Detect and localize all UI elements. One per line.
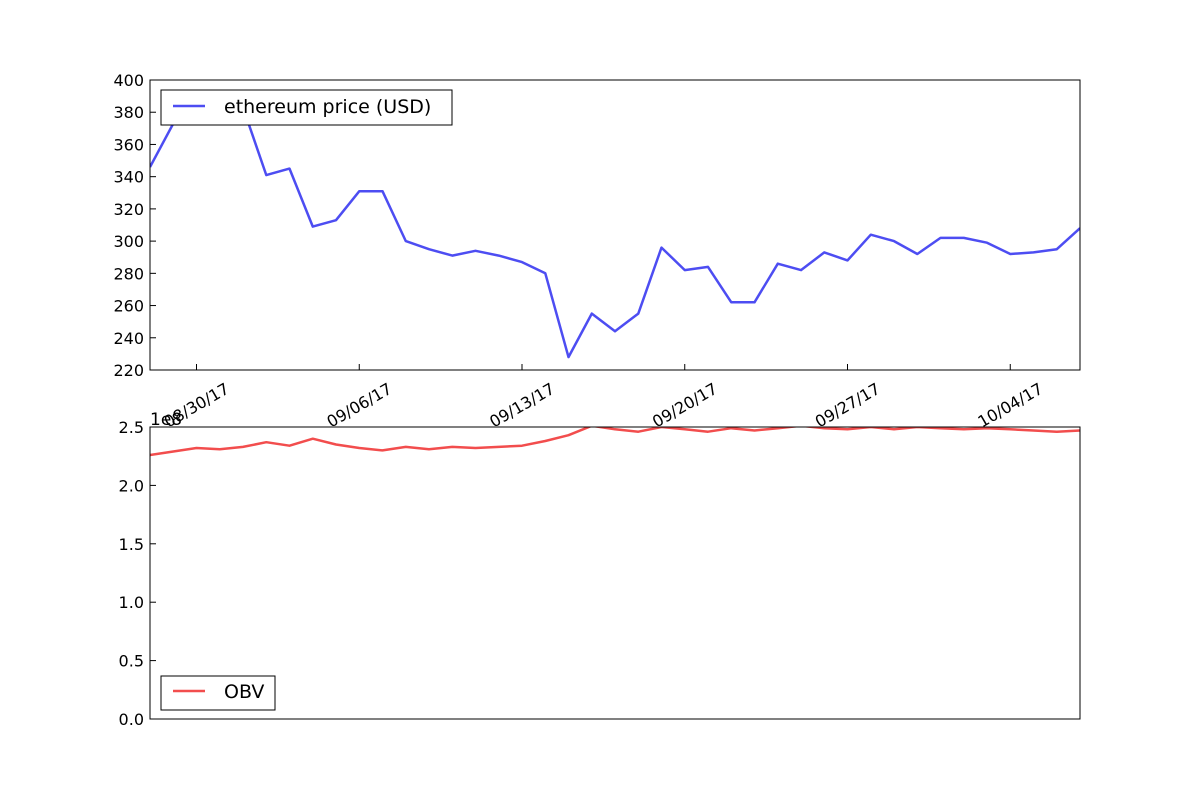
price-legend-label: ethereum price (USD) <box>224 96 431 118</box>
price-axes-frame <box>149 79 1081 371</box>
price-y-tick-label: 320 <box>113 200 144 219</box>
price-y-tick-label: 280 <box>113 264 144 283</box>
price-y-tick-label: 300 <box>113 232 144 251</box>
obv-legend-label: OBV <box>224 681 264 703</box>
obv-y-tick-label: 1.0 <box>119 593 144 612</box>
price-series-line <box>150 98 1080 359</box>
obv-y-tick-label: 0.5 <box>119 652 144 671</box>
price-y-tick-label: 260 <box>113 297 144 316</box>
obv-legend: OBV <box>160 675 276 711</box>
obv-legend-box <box>160 675 276 711</box>
obv-y-tick-label: 2.5 <box>119 418 144 437</box>
obv-axes-frame <box>149 426 1081 720</box>
obv-y-tick-label: 2.0 <box>119 476 144 495</box>
price-y-tick-label: 360 <box>113 135 144 154</box>
price-y-tick-label: 380 <box>113 103 144 122</box>
obv-y-offset-text: 1e8 <box>150 410 182 430</box>
price-y-tick-label: 220 <box>113 361 144 380</box>
obv-y-ticks: 0.0 0.5 1.0 1.5 2.0 2.5 <box>119 418 156 729</box>
price-legend-box <box>160 89 453 126</box>
price-y-tick-label: 240 <box>113 329 144 348</box>
price-legend: ethereum price (USD) <box>160 89 453 126</box>
obv-y-tick-label: 1.5 <box>119 535 144 554</box>
price-y-ticks: 220 240 260 280 300 320 340 360 380 400 <box>113 71 156 380</box>
obv-y-tick-label: 0.0 <box>119 710 144 729</box>
price-y-tick-label: 340 <box>113 168 144 187</box>
obv-panel: 0.0 0.5 1.0 1.5 2.0 2.5 1e8 OBV <box>119 410 1081 729</box>
price-y-tick-label: 400 <box>113 71 144 90</box>
